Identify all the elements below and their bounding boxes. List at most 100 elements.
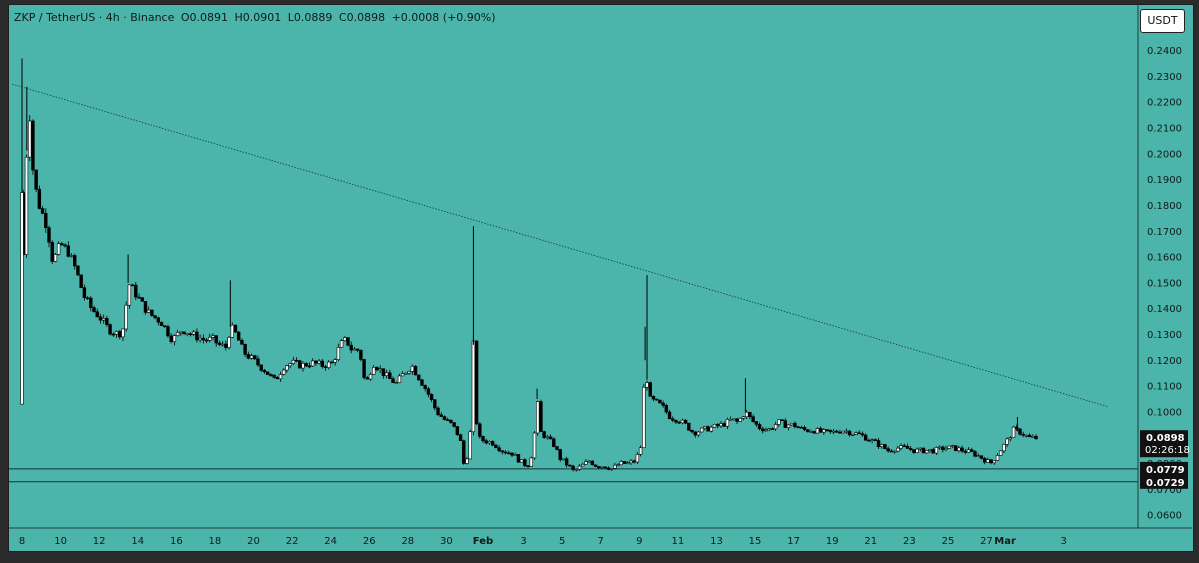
candle-body — [947, 445, 951, 449]
candle-body — [327, 361, 331, 368]
descending-trendline[interactable] — [12, 83, 1109, 408]
candle-body — [1015, 426, 1019, 430]
candle-body — [50, 241, 54, 262]
candle-body — [597, 466, 601, 469]
candle-body — [230, 324, 234, 338]
candle-body — [436, 407, 440, 416]
y-axis: 0.2400 0.2300 0.2200 0.2100 0.2000 0.1900 0.18… — [9, 5, 1192, 529]
candle-body — [561, 458, 566, 461]
x-tick-label: 17 — [787, 536, 800, 547]
candle-body — [995, 455, 1000, 461]
candle-body — [773, 424, 778, 430]
symbol-header: ZKP / TetherUS · 4h · Binance O0.0891 H0… — [14, 11, 499, 24]
candle-body — [455, 426, 460, 435]
candle-body — [130, 284, 135, 287]
candle-body — [761, 428, 765, 432]
candle-body — [355, 348, 360, 351]
ohlc-low: L0.0889 — [287, 11, 333, 24]
candle-body — [667, 411, 672, 420]
candle-body — [886, 448, 890, 452]
candle-body — [844, 430, 849, 433]
ohlc-high: H0.0901 — [234, 11, 282, 24]
candle-body — [217, 342, 222, 345]
candle-body — [622, 461, 627, 464]
candle-body — [513, 454, 517, 456]
candle-body — [285, 365, 289, 371]
candle-body — [471, 340, 476, 433]
candle-body — [301, 363, 305, 369]
candle-body — [790, 422, 794, 426]
candle-body — [970, 449, 974, 452]
candle-body — [378, 368, 382, 371]
symbol-pair[interactable]: ZKP / TetherUS · 4h · Binance — [14, 11, 175, 24]
candle-body — [687, 422, 691, 431]
candle-body — [609, 468, 614, 470]
candle-body — [783, 420, 787, 428]
x-tick-label: 13 — [710, 536, 723, 547]
x-axis: 8 10 12 14 16 18 20 22 24 26 28 30 Feb 3 5 7 9 11 13 15 17 19… — [19, 536, 1067, 547]
y-tick-label: 0.2000 — [1147, 149, 1182, 160]
candle-body — [709, 426, 714, 432]
candle-body — [741, 416, 746, 419]
candle-body — [114, 331, 119, 335]
candle-body — [339, 340, 344, 348]
candle-body — [118, 331, 122, 338]
x-tick-label: 30 — [440, 536, 453, 547]
support-price-value: 0.0779 — [1146, 465, 1185, 476]
candle-body — [346, 337, 350, 346]
x-tick-label: 28 — [401, 536, 414, 547]
candle-body — [101, 318, 106, 321]
candle-body — [282, 369, 286, 375]
candle-body — [558, 449, 562, 460]
candle-body — [368, 374, 373, 380]
candle-body — [478, 423, 482, 437]
candle-body — [381, 368, 386, 376]
y-tick-label: 0.1000 — [1147, 407, 1182, 418]
candle-body — [519, 459, 524, 463]
ohlc-close: C0.0898 — [338, 11, 386, 24]
candle-body — [317, 360, 321, 364]
candle-body — [333, 359, 337, 363]
candle-body — [375, 367, 379, 371]
candle-body — [934, 447, 939, 454]
candle-body — [442, 416, 447, 420]
trendline-layer — [9, 83, 1138, 483]
candle-body — [632, 460, 636, 463]
candle-body — [664, 405, 669, 413]
candle-body — [294, 359, 299, 362]
candle-body — [153, 315, 157, 319]
candle-body — [76, 265, 80, 276]
y-tick-label: 0.1400 — [1147, 304, 1182, 315]
candle-body — [998, 450, 1003, 456]
candle-body — [507, 452, 511, 455]
candle-body — [127, 284, 132, 306]
candle-body — [1005, 438, 1009, 445]
currency-unit-button[interactable]: USDT — [1140, 9, 1185, 33]
candle-body — [564, 458, 569, 466]
candle-body — [79, 274, 83, 288]
candle-body — [706, 426, 710, 432]
candle-body — [677, 421, 681, 424]
candle-body — [497, 447, 501, 452]
candle-body — [613, 464, 617, 469]
candle-body — [654, 398, 659, 401]
candle-body — [1018, 428, 1022, 435]
y-tick-label: 0.1900 — [1147, 175, 1182, 186]
candle-body — [60, 243, 64, 246]
candle-body — [777, 419, 781, 425]
candle-body — [1011, 426, 1016, 438]
candle-body — [34, 169, 38, 190]
candle-body — [449, 419, 453, 423]
x-tick-label: Feb — [473, 536, 493, 547]
candle-body — [532, 432, 537, 459]
x-tick-label: 26 — [363, 536, 376, 547]
candle-body — [224, 343, 228, 348]
current-price-label — [1140, 430, 1188, 458]
candle-body — [121, 328, 125, 338]
candle-body — [243, 344, 247, 355]
candle-body — [330, 361, 334, 364]
candle-body — [992, 460, 996, 464]
candle-body — [831, 430, 836, 433]
candle-body — [214, 335, 218, 344]
